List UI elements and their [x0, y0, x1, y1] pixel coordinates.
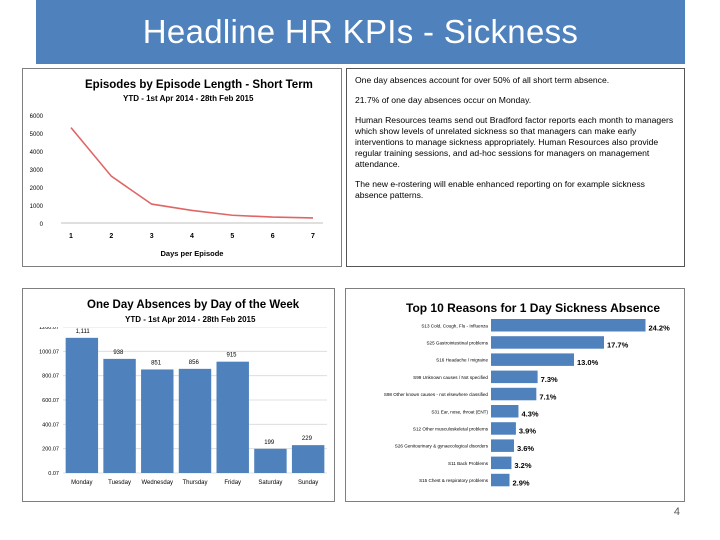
weekday-data-label: 856 — [189, 360, 200, 366]
reasons-bar — [491, 456, 512, 470]
reasons-category-label: S12 Other musculoskeletal problems — [413, 426, 489, 431]
episodes-x-axis-label: Days per Episode — [161, 249, 224, 258]
episodes-x-tick-label: 3 — [150, 233, 154, 240]
episodes-y-tick-label: 3000 — [30, 168, 44, 174]
episodes-y-tick-label: 2000 — [30, 186, 44, 192]
weekday-chart-panel: One Day Absences by Day of the Week YTD … — [22, 288, 335, 502]
weekday-data-label: 1,111 — [76, 329, 91, 335]
reasons-data-label: 3.2% — [514, 461, 531, 470]
reasons-bar — [491, 473, 510, 487]
episodes-series-line — [70, 127, 314, 219]
weekday-y-tick-label: 200.07 — [42, 447, 59, 453]
reasons-bar — [491, 336, 605, 349]
episodes-chart-panel: Episodes by Episode Length - Short Term … — [22, 68, 342, 267]
weekday-x-tick-label: Tuesday — [108, 480, 131, 486]
reasons-data-label: 2.9% — [513, 478, 530, 487]
reasons-bar — [491, 387, 537, 401]
episodes-x-tick-label: 1 — [69, 233, 73, 240]
weekday-x-tick-label: Saturday — [258, 480, 282, 486]
episodes-y-tick-label: 1000 — [30, 204, 44, 210]
weekday-bar — [65, 337, 99, 473]
episodes-x-tick-label: 5 — [230, 233, 234, 240]
notes-panel: One day absences account for over 50% of… — [346, 68, 685, 267]
reasons-category-label: S26 Genitourinary & gynaecological disor… — [395, 444, 489, 449]
weekday-y-tick-label: 0.07 — [48, 471, 59, 477]
episodes-x-tick-label: 2 — [109, 233, 113, 240]
note-bradford-factor: Human Resources teams send out Bradford … — [355, 115, 674, 169]
reasons-category-label: S25 Gastrointestinal problems — [426, 340, 488, 345]
reasons-bar — [491, 370, 538, 384]
reasons-bar — [491, 353, 574, 366]
weekday-y-tick-label: 1200.07 — [39, 327, 59, 331]
reasons-data-label: 24.2% — [649, 324, 671, 333]
weekday-x-tick-label: Sunday — [298, 480, 318, 486]
reasons-category-label: S31 Ear, nose, throat (ENT) — [431, 409, 488, 414]
weekday-data-label: 851 — [151, 360, 162, 366]
reasons-category-label: S13 Cold, Cough, Flu - Influenza — [421, 323, 488, 328]
episodes-chart-title: Episodes by Episode Length - Short Term — [85, 79, 313, 91]
page-number: 4 — [673, 506, 680, 518]
episodes-line-chart: 0 1000 2000 3000 4000 5000 6000 1 2 3 4 5 6 7 Days per… — [30, 114, 323, 258]
weekday-x-tick-label: Monday — [71, 480, 92, 486]
weekday-data-label: 199 — [264, 440, 275, 446]
reasons-category-label: S11 Back Problems — [448, 461, 489, 466]
note-e-rostering: The new e-rostering will enable enhanced… — [355, 179, 645, 200]
note-monday-share: 21.7% of one day absences occur on Monda… — [355, 95, 532, 105]
weekday-bar — [216, 361, 249, 473]
weekday-data-label: 229 — [302, 436, 313, 442]
episodes-y-tick-label: 6000 — [30, 114, 44, 120]
weekday-bar — [141, 369, 174, 473]
weekday-y-tick-label: 800.07 — [42, 374, 59, 380]
reasons-bar-chart: S13 Cold, Cough, Flu - Influenza 24.2% S25… — [384, 319, 671, 487]
weekday-bar — [291, 445, 325, 473]
weekday-data-label: 938 — [113, 350, 124, 356]
reasons-category-label: S99 Unknown causes / Not specified — [413, 375, 488, 380]
episodes-y-tick-label: 4000 — [30, 150, 44, 156]
reasons-bar — [491, 439, 514, 452]
reasons-data-label: 17.7% — [607, 341, 629, 350]
reasons-chart-title: Top 10 Reasons for 1 Day Sickness Absenc… — [406, 301, 661, 315]
reasons-data-label: 13.0% — [577, 358, 599, 367]
weekday-chart-subtitle: YTD - 1st Apr 2014 - 28th Feb 2015 — [125, 315, 256, 324]
episodes-x-tick-label: 6 — [271, 233, 275, 240]
episodes-chart-subtitle: YTD - 1st Apr 2014 - 28th Feb 2015 — [123, 94, 254, 103]
slide-title-bar: Headline HR KPIs - Sickness — [36, 0, 685, 64]
episodes-x-tick-label: 7 — [311, 233, 315, 240]
reasons-data-label: 4.3% — [521, 410, 538, 419]
reasons-chart-panel: Top 10 Reasons for 1 Day Sickness Absenc… — [345, 288, 685, 502]
reasons-category-label: S16 Headache / migraine — [436, 358, 488, 363]
episodes-x-tick-label: 4 — [190, 233, 194, 240]
reasons-category-label: S15 Chest & respiratory problems — [419, 478, 489, 483]
reasons-category-label: S98 Other known causes - not elsewhere c… — [384, 392, 489, 397]
reasons-data-label: 7.3% — [541, 375, 558, 384]
reasons-data-label: 7.1% — [539, 392, 556, 401]
slide-title: Headline HR KPIs - Sickness — [142, 13, 579, 50]
weekday-x-tick-label: Wednesday — [141, 480, 173, 486]
weekday-bar — [254, 448, 287, 473]
weekday-x-tick-label: Thursday — [182, 480, 207, 486]
weekday-y-tick-label: 600.07 — [42, 398, 59, 404]
reasons-bar — [491, 319, 646, 332]
weekday-y-tick-label: 400.07 — [42, 422, 59, 428]
reasons-bar — [491, 422, 516, 435]
episodes-y-tick-label: 0 — [40, 222, 44, 228]
weekday-bar — [178, 368, 212, 473]
weekday-x-tick-label: Friday — [224, 480, 241, 486]
weekday-bar-chart: 0.07 200.07 400.07 600.07 800.07 1000.07 1200.… — [39, 327, 327, 486]
reasons-bar — [491, 405, 519, 418]
weekday-chart-title: One Day Absences by Day of the Week — [87, 299, 300, 311]
reasons-data-label: 3.6% — [517, 444, 534, 453]
weekday-y-tick-label: 1000.07 — [39, 349, 59, 355]
reasons-data-label: 3.9% — [519, 427, 536, 436]
episodes-y-tick-label: 5000 — [30, 132, 44, 138]
weekday-bar — [103, 358, 136, 473]
weekday-data-label: 915 — [226, 353, 237, 359]
note-one-day-share: One day absences account for over 50% of… — [355, 75, 610, 85]
